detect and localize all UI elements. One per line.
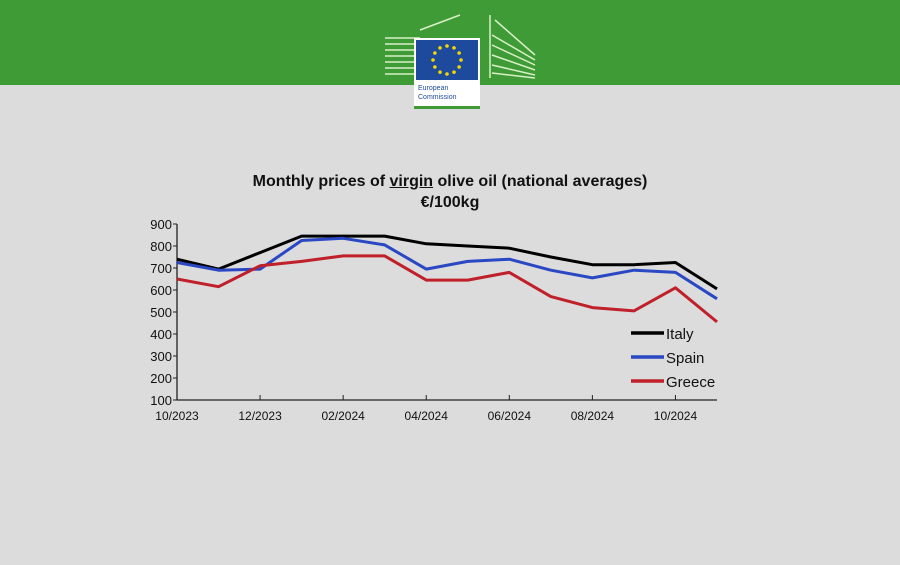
series-line-greece xyxy=(176,254,718,324)
x-tick-label: 04/2024 xyxy=(405,409,449,423)
x-tick-label: 08/2024 xyxy=(571,409,615,423)
eu-star-icon xyxy=(445,72,449,76)
eu-star-icon xyxy=(433,65,437,69)
y-tick-label: 200 xyxy=(150,371,172,386)
chart-title: Monthly prices of virgin olive oil (nati… xyxy=(0,173,900,191)
eu-star-icon xyxy=(457,51,461,55)
eu-star-icon xyxy=(433,51,437,55)
y-tick-label: 700 xyxy=(150,261,172,276)
x-tick-label: 10/2023 xyxy=(155,409,199,423)
legend-label-italy: Italy xyxy=(666,326,694,343)
legend-label-greece: Greece xyxy=(666,374,715,391)
eu-star-icon xyxy=(438,70,442,74)
eu-star-icon xyxy=(445,44,449,48)
y-tick-label: 600 xyxy=(150,283,172,298)
eu-star-icon xyxy=(452,46,456,50)
y-tick-label: 800 xyxy=(150,239,172,254)
svg-text:Commission: Commission xyxy=(418,94,457,101)
y-tick-label: 100 xyxy=(150,393,172,408)
eu-star-icon xyxy=(459,58,463,62)
x-tick-label: 06/2024 xyxy=(488,409,532,423)
eu-star-icon xyxy=(457,65,461,69)
y-tick-label: 500 xyxy=(150,305,172,320)
series-line-italy xyxy=(176,234,718,291)
x-tick-label: 02/2024 xyxy=(321,409,365,423)
title-prefix: Monthly prices of xyxy=(252,173,390,190)
y-tick-label: 900 xyxy=(150,217,172,232)
eu-star-icon xyxy=(452,70,456,74)
chart-subtitle: €/100kg xyxy=(420,194,480,211)
y-tick-label: 300 xyxy=(150,349,172,364)
svg-text:European: European xyxy=(418,85,448,92)
series-line-spain xyxy=(176,236,718,301)
title-emphasis: virgin xyxy=(389,173,434,190)
title-suffix: olive oil (national averages) xyxy=(433,173,648,190)
legend-label-spain: Spain xyxy=(666,350,704,367)
european-commission-logo: European Commission xyxy=(385,14,536,109)
eu-star-icon xyxy=(431,58,435,62)
x-tick-label: 10/2024 xyxy=(654,409,698,423)
x-tick-label: 12/2023 xyxy=(238,409,282,423)
y-tick-label: 400 xyxy=(150,327,172,342)
eu-star-icon xyxy=(438,46,442,50)
